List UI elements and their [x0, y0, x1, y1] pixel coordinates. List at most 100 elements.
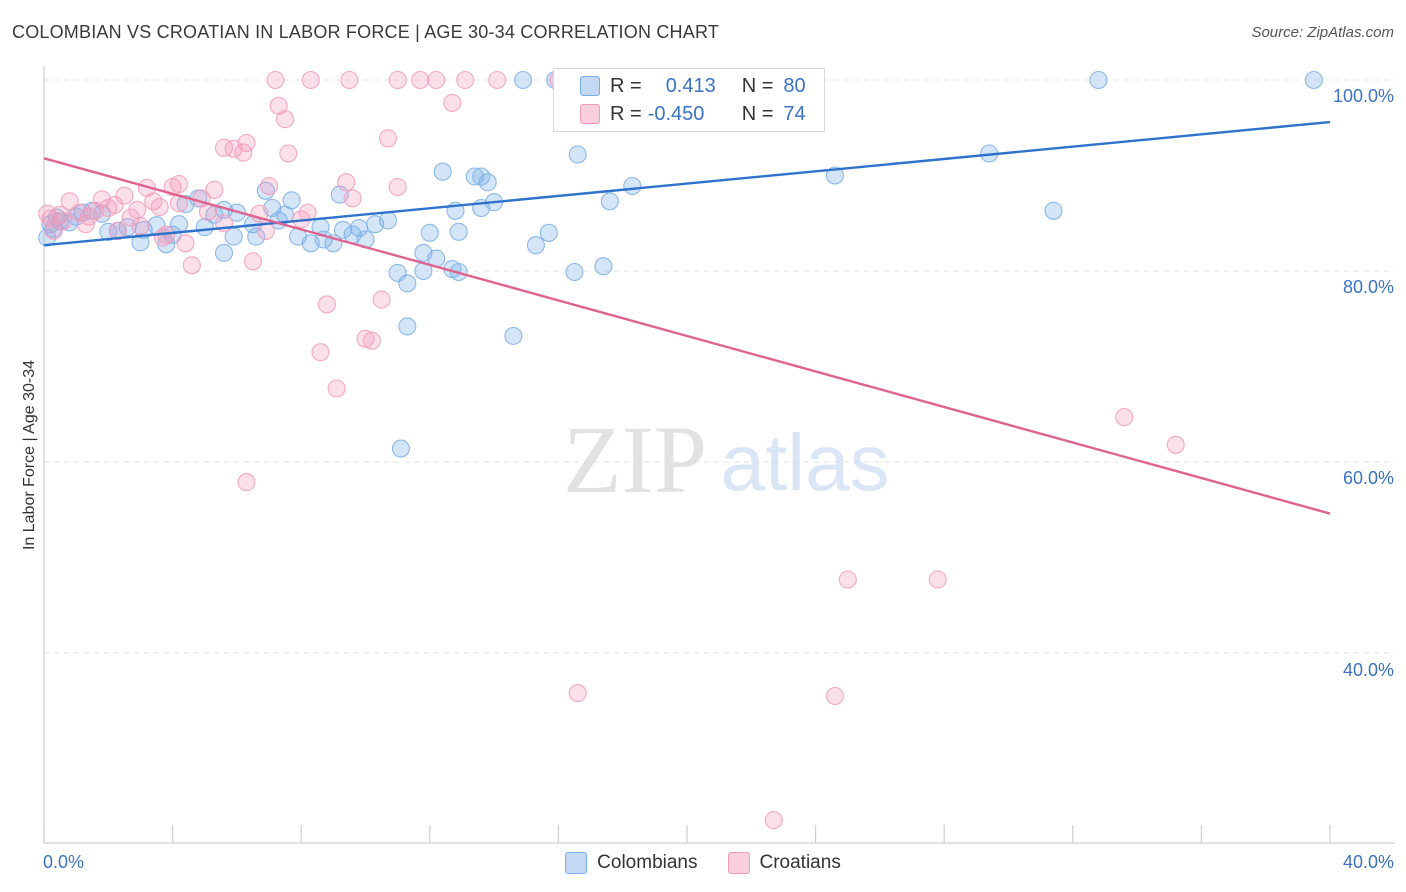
croatians-point-69: [256, 221, 275, 240]
croatians-point-51: [427, 70, 446, 90]
croatians-point-34: [298, 203, 317, 222]
croatians-point-19: [182, 256, 201, 275]
y-tick-label-80: 80.0%: [1342, 277, 1394, 297]
legend-swatch-croatians: [580, 104, 600, 124]
colombians-point-77: [1304, 70, 1323, 90]
croatians-point-60: [825, 686, 844, 706]
colombians-point-68: [600, 192, 619, 211]
legend-row-croatians: R = -0.450 N = 74: [554, 101, 806, 127]
croatians-point-18: [176, 234, 195, 253]
colombians-point-31: [282, 191, 301, 210]
croatians-point-65: [76, 215, 95, 234]
legend-swatch-colombians: [565, 852, 588, 874]
croatians-point-41: [362, 331, 381, 350]
colombians-point-76: [1089, 70, 1108, 90]
croatians-point-37: [327, 379, 346, 398]
legend-n-label: N =: [741, 102, 774, 125]
colombians-point-67: [594, 257, 613, 276]
croatians-point-27: [243, 252, 263, 271]
colombians-point-66: [568, 145, 587, 164]
croatians-point-31: [276, 110, 295, 129]
croatians-point-53: [456, 70, 475, 90]
axes: [43, 66, 1395, 844]
colombians-point-50: [449, 222, 468, 241]
croatians-point-23: [214, 138, 234, 157]
colombians-point-47: [420, 223, 439, 242]
legend-r-label: R =: [610, 74, 642, 97]
legend-n-value-colombians: 80: [783, 74, 806, 97]
croatians-point-11: [131, 217, 150, 236]
legend-item-croatians: Croatians: [727, 852, 841, 874]
croatians-point-25: [234, 143, 253, 162]
croatians-point-46: [266, 70, 285, 90]
colombians-point-38: [333, 220, 353, 239]
colombians-point-8: [99, 222, 118, 241]
croatians-point-32: [279, 144, 298, 163]
croatians-point-52: [443, 93, 462, 112]
colombians-point-59: [465, 167, 484, 186]
y-tick-label-40: 40.0%: [1342, 660, 1394, 680]
croatians-point-62: [1166, 435, 1185, 454]
croatians-point-9: [115, 186, 134, 205]
croatians-point-35: [311, 343, 330, 362]
watermark-atlas: atlas: [721, 418, 890, 507]
watermark-zip: ZIP: [563, 406, 707, 513]
croatians-point-56: [568, 684, 587, 703]
croatians-point-14: [150, 197, 169, 217]
colombians-point-64: [539, 223, 558, 242]
croatians-point-72: [86, 201, 105, 220]
croatians-point-38: [337, 173, 356, 192]
croatians-point-73: [41, 209, 60, 228]
x-tick-label-min: 0.0%: [43, 852, 85, 872]
croatians-point-42: [372, 290, 391, 309]
croatians-point-36: [317, 295, 336, 314]
trendline-colombians: [43, 120, 1331, 247]
colombians-point-75: [1044, 201, 1063, 220]
legend-n-label: N =: [741, 74, 774, 97]
series-legend: Colombians Croatians: [0, 852, 1406, 874]
legend-r-value-croatians: -0.450: [647, 102, 705, 125]
colombians-point-43: [378, 211, 398, 230]
croatians-point-71: [105, 196, 124, 215]
croatians-point-64: [128, 200, 147, 219]
croatians-point-43: [378, 129, 398, 148]
y-tick-label-100: 100.0%: [1332, 86, 1394, 106]
colombians-point-65: [565, 262, 584, 282]
y-tick-label-60: 60.0%: [1342, 468, 1394, 488]
stats-legend: R = 0.413 N = 80 R = -0.450 N = 74: [553, 68, 825, 132]
chart-title: COLOMBIAN VS CROATIAN IN LABOR FORCE | A…: [12, 22, 720, 42]
croatians-point-4: [70, 203, 89, 222]
croatians-point-54: [488, 70, 507, 90]
legend-label-croatians: Croatians: [759, 852, 841, 873]
colombians-point-26: [247, 227, 266, 246]
croatians-point-67: [153, 228, 173, 247]
croatians-point-17: [169, 175, 189, 194]
croatians-point-26: [237, 133, 256, 153]
legend-swatch-colombians: [580, 76, 600, 96]
series-croatians: [38, 70, 1185, 830]
legend-n-value-croatians: 74: [783, 102, 806, 125]
legend-r-label: R =: [610, 102, 642, 125]
colombians-point-69: [623, 176, 642, 196]
croatians-point-59: [928, 570, 947, 589]
colombians-point-63: [526, 236, 545, 255]
croatians-point-63: [764, 811, 783, 830]
legend-swatch-croatians: [727, 852, 750, 874]
legend-r-value-colombians: 0.413: [665, 74, 716, 97]
croatians-point-22: [205, 180, 224, 199]
legend-item-colombians: Colombians: [565, 852, 698, 874]
source-label: Source: ZipAtlas.com: [1251, 24, 1394, 41]
colombians-point-27: [256, 181, 275, 200]
croatians-point-50: [411, 70, 430, 90]
croatians-point-39: [343, 189, 362, 208]
croatians-point-48: [340, 70, 359, 90]
colombians-point-73: [825, 166, 844, 185]
croatians-point-61: [1115, 408, 1134, 427]
colombians-point-45: [398, 274, 417, 293]
colombians-point-62: [504, 326, 523, 345]
croatians-point-58: [838, 570, 857, 589]
croatians-point-49: [388, 70, 407, 90]
croatians-point-8: [108, 221, 127, 240]
x-tick-label-max: 40.0%: [1342, 852, 1394, 872]
